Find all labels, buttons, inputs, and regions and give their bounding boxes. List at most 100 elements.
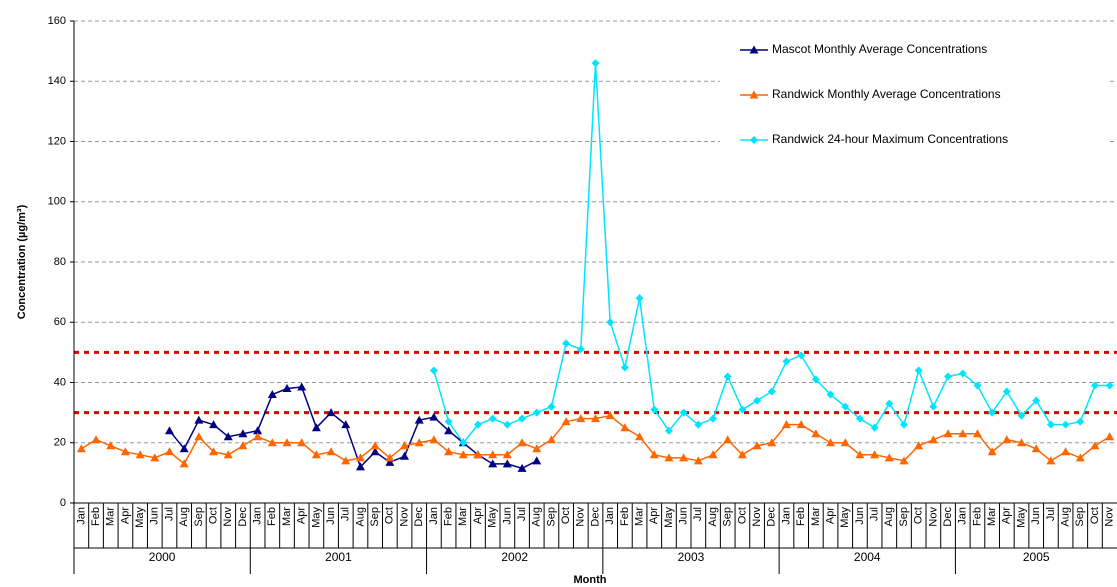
x-tick-label: Feb (90, 507, 102, 526)
point (561, 417, 571, 426)
point (840, 438, 850, 447)
point (1105, 432, 1115, 441)
x-tick-label: Oct (207, 507, 219, 524)
point (767, 438, 777, 447)
point (253, 426, 263, 435)
x-tick-label: Oct (913, 507, 925, 524)
point (546, 435, 556, 444)
point (753, 396, 762, 405)
y-tick-label: 160 (48, 15, 66, 27)
point (120, 447, 130, 456)
point (782, 357, 791, 366)
point (444, 417, 453, 426)
year-label: 2005 (1023, 550, 1050, 564)
legend-label: Randwick 24-hour Maximum Concentrations (772, 132, 1008, 146)
x-tick-label: Feb (619, 507, 631, 526)
y-tick-label: 120 (48, 135, 66, 147)
point (517, 463, 527, 472)
point (503, 420, 512, 429)
point (518, 414, 527, 423)
point (738, 405, 747, 414)
point (1032, 396, 1041, 405)
point (194, 432, 204, 441)
series-line (80, 414, 1111, 465)
year-label: 2003 (678, 550, 705, 564)
x-axis-label: Month (574, 574, 607, 586)
point (414, 415, 424, 424)
x-tick-label: Jun (325, 507, 337, 525)
x-tick-label: Nov (1104, 507, 1116, 527)
x-tick-label: Nov (575, 507, 587, 527)
x-tick-label: Apr (1001, 507, 1013, 524)
point (694, 420, 703, 429)
point (488, 459, 498, 468)
x-tick-label: Nov (222, 507, 234, 527)
year-label: 2002 (501, 550, 528, 564)
point (781, 420, 791, 429)
point (885, 399, 894, 408)
x-tick-label: Oct (736, 507, 748, 524)
x-tick-label: Aug (707, 507, 719, 527)
point (311, 450, 321, 459)
x-tick-label: May (487, 507, 499, 528)
point (723, 372, 732, 381)
point (635, 294, 644, 303)
x-tick-label: Sep (193, 507, 205, 527)
x-tick-label: Dec (413, 507, 425, 527)
point (620, 423, 630, 432)
point (76, 444, 86, 453)
point (459, 438, 468, 447)
x-tick-label: Aug (883, 507, 895, 527)
x-tick-label: Jun (1030, 507, 1042, 525)
y-tick-label: 80 (54, 256, 66, 268)
point (737, 450, 747, 459)
x-tick-label: Jun (854, 507, 866, 525)
point (253, 432, 263, 441)
point (547, 402, 556, 411)
point (1002, 435, 1012, 444)
x-tick-label: May (1015, 507, 1027, 528)
legend-label: Mascot Monthly Average Concentrations (772, 42, 987, 56)
x-tick-label: Sep (898, 507, 910, 527)
x-tick-label: Sep (722, 507, 734, 527)
point (1061, 447, 1071, 456)
x-tick-label: Apr (824, 507, 836, 524)
x-tick-label: Feb (971, 507, 983, 526)
point (899, 420, 908, 429)
point (297, 438, 307, 447)
series-line (168, 386, 538, 470)
point (355, 453, 365, 462)
point (679, 408, 688, 417)
point (958, 429, 968, 438)
point (297, 382, 307, 391)
point (400, 441, 410, 450)
point (723, 435, 733, 444)
point (749, 90, 759, 99)
point (1017, 411, 1026, 420)
y-tick-label: 100 (48, 196, 66, 208)
point (972, 429, 982, 438)
point (988, 408, 997, 417)
point (429, 366, 438, 375)
x-tick-label: Mar (810, 507, 822, 526)
point (502, 459, 512, 468)
point (355, 462, 365, 471)
y-tick-label: 0 (60, 497, 66, 509)
point (562, 339, 571, 348)
point (370, 441, 380, 450)
year-label: 2001 (325, 550, 352, 564)
point (341, 456, 351, 465)
point (429, 435, 439, 444)
x-tick-label: Jul (340, 507, 352, 521)
x-tick-label: Aug (531, 507, 543, 527)
point (267, 390, 277, 399)
point (752, 441, 762, 450)
x-tick-label: Apr (119, 507, 131, 524)
point (591, 59, 600, 68)
point (591, 414, 600, 423)
point (488, 450, 498, 459)
x-tick-label: Sep (1074, 507, 1086, 527)
point (326, 408, 336, 417)
point (326, 447, 336, 456)
x-tick-label: Jan (252, 507, 264, 525)
